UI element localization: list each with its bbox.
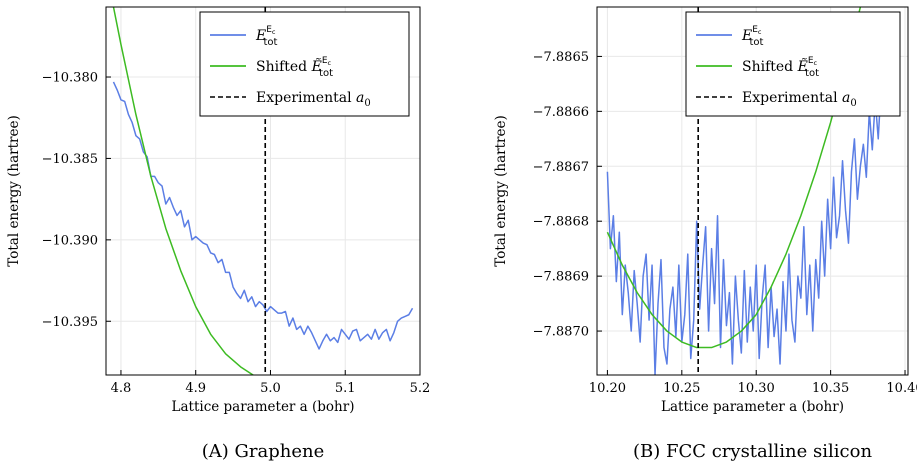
panel-caption: (A) Graphene	[202, 441, 325, 462]
x-tick-label: 10.20	[589, 381, 626, 396]
legend: EEc tot Shifted ẼEc tot Experimental a0	[685, 11, 901, 117]
x-tick-label: 10.30	[738, 381, 775, 396]
series-lines	[112, 7, 414, 375]
plot-frame	[596, 6, 909, 376]
y-axis-label: Total energy (hartree)	[6, 115, 22, 266]
x-tick-label: 5.0	[260, 381, 281, 396]
x-tick-label: 5.1	[335, 381, 356, 396]
legend-entry-etot-label: EEc tot	[741, 25, 764, 48]
x-tick-label: 10.40	[886, 381, 917, 396]
y-tick-label: −7.8865	[533, 50, 589, 65]
y-tick-label: −10.395	[42, 315, 98, 330]
plot-frame	[105, 6, 421, 376]
x-tick-label: 4.9	[185, 381, 206, 396]
x-tick-label: 10.35	[812, 381, 849, 396]
y-tick-label: −7.8868	[533, 215, 589, 230]
y-tick-label: −10.385	[42, 152, 98, 167]
legend-entry-shifted-label: Shifted ẼEc tot	[742, 56, 819, 79]
x-axis-label: Lattice parameter a (bohr)	[172, 399, 355, 415]
series-line-etot	[606, 56, 885, 375]
legend-entry-shifted-label: Shifted ẼEc tot	[256, 56, 333, 79]
chart-panel-graphene: 4.8 4.9 5.0 5.1 5.2 −10.380 −10.385 −10.390 −10.…	[6, 6, 431, 462]
x-tick-label: 4.8	[111, 381, 132, 396]
legend-entry-etot-label: EEc tot	[255, 25, 278, 48]
series-line-etot	[112, 81, 414, 350]
y-tick-label: −7.8869	[533, 270, 589, 285]
panel-caption: (B) FCC crystalline silicon	[633, 441, 872, 462]
series-line-shifted	[112, 7, 255, 375]
y-tick-label: −10.380	[42, 71, 98, 86]
y-tick-label: −7.8866	[533, 105, 589, 120]
y-tick-label: −7.8870	[533, 325, 589, 340]
x-axis-label: Lattice parameter a (bohr)	[661, 399, 844, 415]
legend-box	[685, 11, 901, 117]
legend-box	[199, 11, 410, 117]
tick-marks: 4.8 4.9 5.0 5.1 5.2 −10.380 −10.385 −10.390 −10.…	[42, 71, 431, 396]
chart-panel-silicon: 10.20 10.25 10.30 10.35 10.40 −7.8865 −7.8866 −…	[493, 6, 917, 462]
legend: EEc tot Shifted ẼEc tot Experimental a0	[199, 11, 410, 117]
x-tick-label: 10.25	[663, 381, 700, 396]
y-tick-label: −7.8867	[533, 160, 589, 175]
legend-entry-experimental-label: Experimental a0	[256, 90, 371, 109]
tick-marks: 10.20 10.25 10.30 10.35 10.40 −7.8865 −7.8866 −…	[533, 50, 917, 396]
x-tick-label: 5.2	[410, 381, 431, 396]
y-axis-label: Total energy (hartree)	[493, 115, 509, 266]
legend-entry-experimental-label: Experimental a0	[742, 90, 857, 109]
y-tick-label: −10.390	[42, 233, 98, 248]
